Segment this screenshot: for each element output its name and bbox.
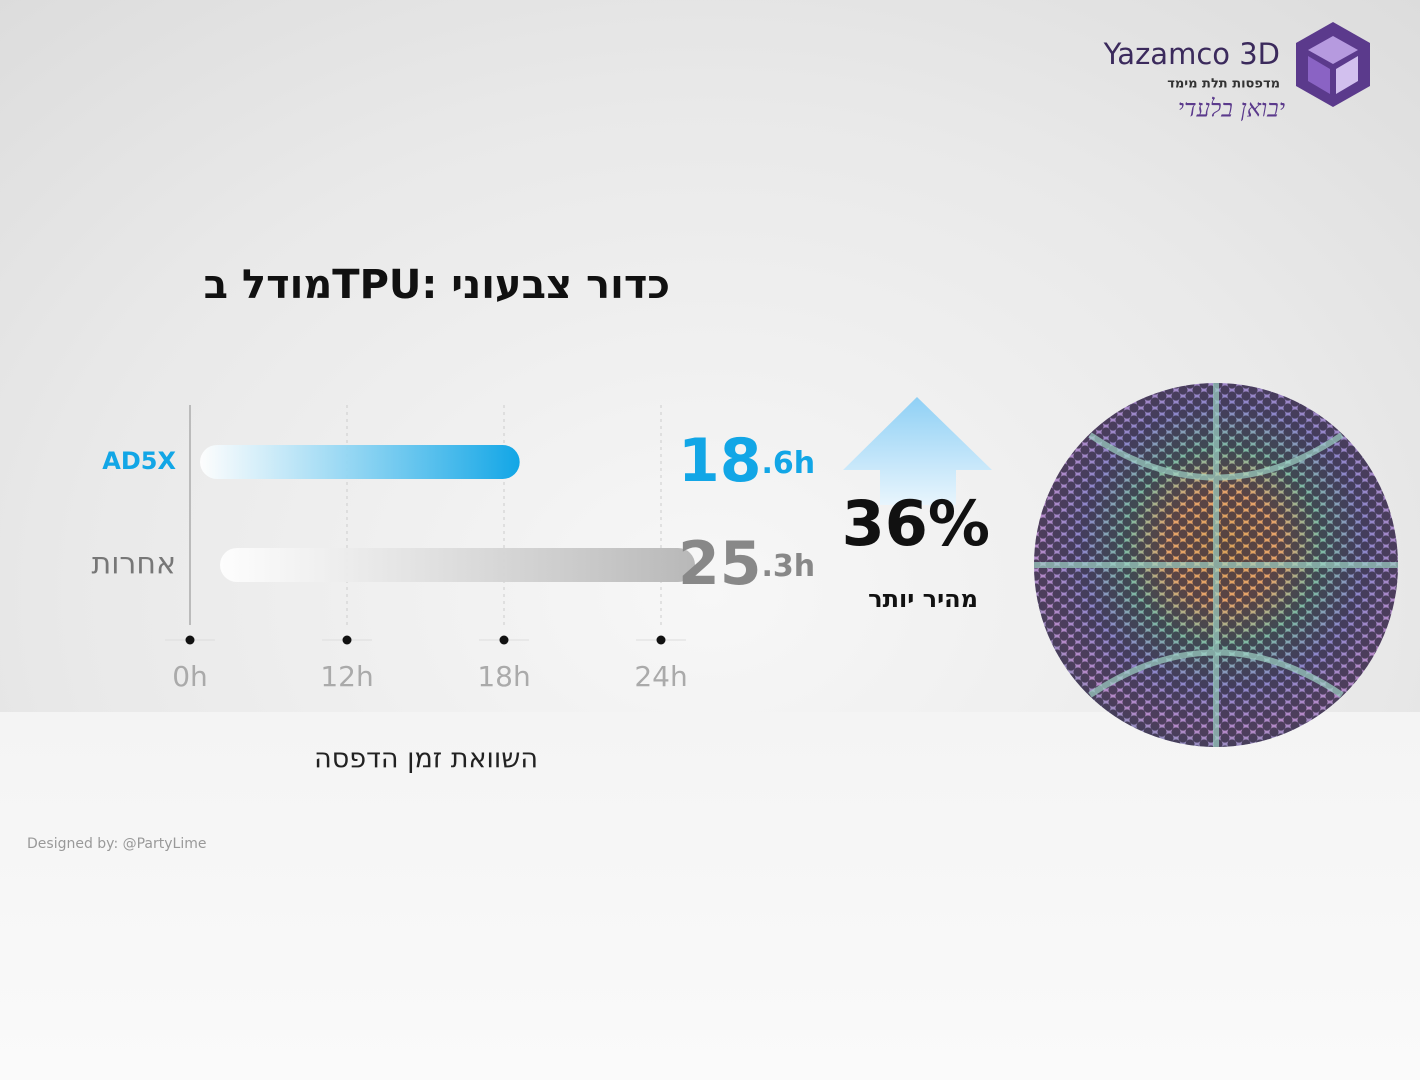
logo-icon-top	[1308, 36, 1358, 64]
ball-mesh	[1034, 383, 1398, 747]
logo-icon	[1296, 22, 1370, 107]
up-arrow	[843, 397, 992, 505]
annotation-value: 36%	[842, 487, 990, 560]
value-label: 18.6h	[678, 426, 815, 496]
annotation-caption: מהיר יותר	[868, 585, 978, 613]
tick-dot	[342, 635, 352, 645]
value-label: 25.3h	[678, 529, 815, 599]
bar	[220, 548, 696, 582]
tick-dot	[499, 635, 509, 645]
credit: Designed by: @PartyLime	[27, 836, 206, 852]
brand-tagline: מדפסות תלת מימד	[1167, 77, 1280, 92]
brand-name: Yazamco 3D	[1103, 37, 1280, 71]
floor	[0, 712, 1420, 1080]
tick-dot	[185, 635, 195, 645]
x-tick-label: 0h	[172, 660, 208, 693]
x-tick-label: 12h	[320, 660, 373, 693]
chart-title: מודל בTPU: כדור צבעוני	[204, 262, 670, 308]
logo-icon-right	[1336, 56, 1358, 94]
bar	[200, 445, 520, 479]
brand-slogan: יבואן בלעדי	[1178, 95, 1285, 123]
x-tick-label: 18h	[477, 660, 530, 693]
category-label: AD5X	[102, 447, 176, 475]
tick-dot	[656, 635, 666, 645]
category-label: אחרות	[92, 547, 176, 582]
x-axis-label: השוואת זמן הדפסה	[314, 744, 538, 775]
x-tick-label: 24h	[634, 660, 687, 693]
logo-icon-left	[1308, 56, 1330, 94]
